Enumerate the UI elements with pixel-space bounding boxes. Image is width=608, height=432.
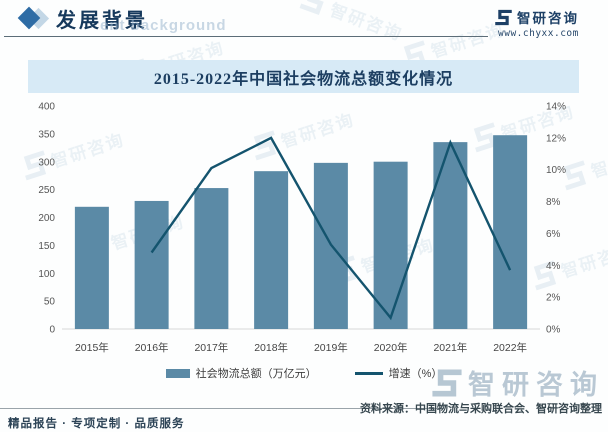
- combo-chart: 0 50 100 150 200 250 300 350 400 0% 2% 4% 6% 8% 10% 12%…: [38, 102, 566, 355]
- left-axis-tick: 100: [38, 269, 55, 280]
- growth-line: [150, 136, 512, 321]
- legend-item: 社会物流总额（万亿元）: [165, 365, 317, 381]
- legend-label: 增速（%）: [388, 368, 443, 380]
- brand-name: 智研咨询: [517, 11, 579, 26]
- left-axis-tick: 150: [38, 241, 55, 252]
- chart-legend: 社会物流总额（万亿元） 增速（%）: [0, 365, 608, 381]
- x-axis-label: 2015年: [75, 341, 109, 354]
- x-axis-label: 2021年: [433, 341, 467, 354]
- section-watermark-text: ent background: [100, 17, 227, 34]
- bar-2018年: [254, 171, 289, 329]
- left-axis-tick: 200: [38, 213, 55, 224]
- left-axis-tick: 0: [49, 325, 55, 336]
- bar-2022年: [493, 135, 528, 329]
- legend-swatch-bar: [165, 368, 190, 378]
- right-axis-tick: 4%: [546, 261, 561, 272]
- legend-label: 社会物流总额（万亿元）: [195, 368, 317, 380]
- left-axis-tick: 350: [38, 129, 55, 140]
- x-axis-label: 2022年: [493, 341, 527, 354]
- brand-watermark-text: 智研咨询: [327, 0, 406, 44]
- chart-title-banner: 2015-2022年中国社会物流总额变化情况: [28, 60, 579, 93]
- x-axis-label: 2019年: [314, 341, 348, 354]
- brand-logo-icon: [495, 9, 512, 25]
- left-axis-tick: 300: [38, 157, 55, 168]
- bar-2020年: [373, 161, 408, 329]
- right-axis-tick: 6%: [546, 229, 561, 240]
- right-axis-tick: 10%: [546, 165, 566, 176]
- right-axis-tick: 12%: [546, 133, 566, 144]
- left-axis-tick: 400: [38, 102, 55, 113]
- right-axis-tick: 0%: [546, 325, 561, 336]
- right-axis-tick: 14%: [546, 102, 566, 113]
- bar-2017年: [194, 188, 229, 329]
- chart-title: 2015-2022年中国社会物流总额变化情况: [153, 70, 454, 88]
- brand-watermark-tile: 智研咨询: [299, 0, 407, 45]
- right-axis-tick: 8%: [546, 197, 561, 208]
- x-axis-label: 2016年: [135, 341, 169, 354]
- x-axis-label: 2018年: [254, 341, 288, 354]
- section-title: 发展背景: [56, 10, 148, 32]
- x-axis-label: 2017年: [194, 341, 228, 354]
- brand-logo: 智研咨询: [495, 7, 579, 27]
- right-axis-tick: 2%: [546, 293, 561, 304]
- bar-2015年: [74, 206, 109, 329]
- legend-item: 增速（%）: [354, 365, 443, 381]
- legend-swatch-line: [354, 371, 383, 375]
- brand-watermark-icon: [299, 0, 332, 16]
- brand-website: www.chyxx.com: [498, 28, 579, 39]
- left-axis-tick: 250: [38, 185, 55, 196]
- header-divider: [4, 36, 488, 37]
- data-source: 资料来源：中国物流与采购联合会、智研咨询整理: [360, 403, 602, 415]
- x-axis-label: 2020年: [374, 341, 408, 354]
- footer-tagline: 精品报告 · 专项定制 · 品质服务: [8, 418, 185, 430]
- bar-2016年: [134, 200, 169, 329]
- left-axis-tick: 50: [44, 297, 56, 308]
- footer-divider: [0, 408, 444, 409]
